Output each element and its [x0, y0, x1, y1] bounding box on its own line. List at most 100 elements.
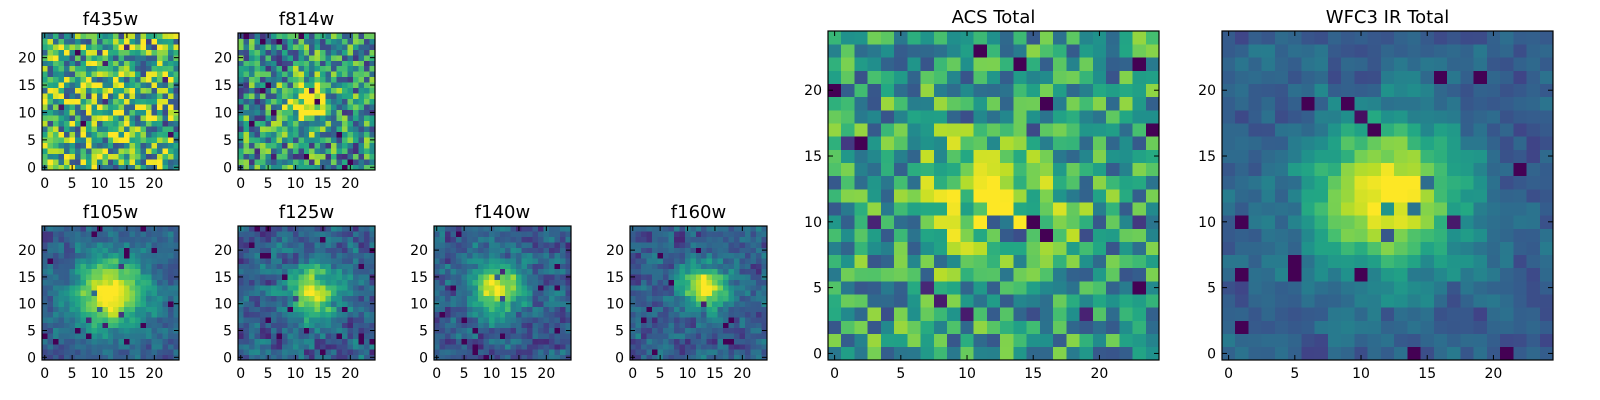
- heatmap-cell: [113, 109, 120, 116]
- heatmap-cell: [63, 263, 70, 270]
- heatmap-cell: [281, 333, 288, 339]
- heatmap-cell: [960, 215, 974, 229]
- heatmap-cell: [1327, 175, 1342, 190]
- heatmap-cell: [168, 159, 174, 165]
- heatmap-cell: [1288, 346, 1302, 361]
- heatmap-cell: [1092, 202, 1107, 216]
- heatmap-cell: [494, 242, 501, 248]
- heatmap-cell: [1092, 320, 1107, 335]
- heatmap-cell: [336, 131, 343, 138]
- heatmap-cell: [483, 252, 490, 259]
- heatmap-cell: [353, 60, 359, 67]
- heatmap-cell: [684, 263, 691, 270]
- heatmap-cell: [635, 295, 642, 302]
- heatmap-cell: [1314, 215, 1329, 229]
- heatmap-cell: [342, 148, 348, 154]
- heatmap-cell: [129, 231, 136, 238]
- heatmap-cell: [364, 131, 370, 138]
- heatmap-cell: [867, 346, 882, 361]
- heatmap-cell: [80, 49, 87, 56]
- heatmap-cell: [336, 38, 343, 45]
- heatmap-cell: [270, 333, 277, 339]
- heatmap-cell: [85, 87, 92, 94]
- heatmap-cell: [756, 306, 762, 313]
- heatmap-cell: [646, 247, 653, 254]
- heatmap-cell: [52, 93, 59, 100]
- heatmap-cell: [662, 311, 669, 318]
- heatmap-cell: [472, 311, 479, 318]
- heatmap-cell: [254, 71, 261, 78]
- heatmap-cell: [706, 354, 713, 361]
- heatmap-cell: [1132, 57, 1147, 71]
- heatmap-cell: [532, 236, 539, 243]
- heatmap-cell: [107, 258, 114, 264]
- heatmap-cell: [287, 93, 294, 100]
- heatmap-cell: [140, 49, 147, 56]
- heatmap-cell: [151, 311, 158, 318]
- heatmap-cell: [303, 236, 310, 243]
- heatmap-cell: [292, 126, 299, 132]
- heatmap-cell: [933, 136, 948, 150]
- heatmap-cell: [69, 131, 76, 138]
- heatmap-cell: [52, 98, 59, 105]
- heatmap-cell: [91, 115, 98, 122]
- heatmap-cell: [254, 104, 261, 111]
- heatmap-cell: [1053, 136, 1067, 150]
- heatmap-cell: [157, 311, 163, 318]
- heatmap-cell: [336, 43, 343, 50]
- heatmap-cell: [135, 49, 141, 56]
- heatmap-cell: [74, 98, 81, 105]
- heatmap-cell: [364, 327, 370, 334]
- heatmap-cell: [146, 327, 152, 334]
- heatmap-cell: [287, 43, 294, 50]
- heatmap-cell: [140, 317, 147, 323]
- heatmap-cell: [168, 126, 174, 132]
- heatmap-cell: [140, 343, 147, 350]
- heatmap-cell: [1222, 241, 1236, 256]
- heatmap-cell: [162, 82, 169, 89]
- heatmap-cell: [146, 338, 152, 345]
- heatmap-cell: [162, 65, 169, 72]
- heatmap-cell: [532, 252, 539, 259]
- heatmap-cell: [129, 60, 136, 67]
- heatmap-cell: [124, 148, 131, 154]
- heatmap-cell: [630, 349, 636, 355]
- heatmap-cell: [173, 290, 180, 297]
- heatmap-cell: [259, 142, 266, 149]
- heatmap-cell: [347, 93, 354, 100]
- heatmap-cell: [47, 115, 54, 122]
- heatmap-cell: [695, 226, 702, 232]
- heatmap-cell: [684, 295, 691, 302]
- heatmap-cell: [146, 82, 152, 89]
- heatmap-cell: [140, 290, 147, 297]
- heatmap-cell: [560, 284, 566, 291]
- heatmap-cell: [1274, 175, 1289, 190]
- heatmap-cell: [635, 301, 642, 307]
- heatmap-cell: [549, 343, 555, 350]
- heatmap-cell: [85, 142, 92, 149]
- heatmap-cell: [168, 258, 174, 264]
- heatmap-cell: [1486, 320, 1501, 335]
- heatmap-cell: [325, 236, 332, 243]
- heatmap-cell: [270, 49, 277, 56]
- heatmap-cell: [455, 327, 462, 334]
- heatmap-cell: [270, 290, 277, 297]
- heatmap-cell: [1013, 202, 1027, 216]
- heatmap-cell: [80, 109, 87, 116]
- heatmap-cell: [270, 93, 277, 100]
- heatmap-cell: [1526, 320, 1541, 335]
- heatmap-cell: [276, 137, 283, 143]
- heatmap-cell: [276, 54, 283, 61]
- heatmap-cell: [695, 268, 702, 275]
- heatmap-cell: [1092, 281, 1107, 295]
- heatmap-cell: [102, 65, 109, 72]
- heatmap-cell: [113, 263, 120, 270]
- heatmap-cell: [1301, 307, 1316, 321]
- heatmap-cell: [554, 301, 561, 307]
- heatmap-cell: [168, 93, 174, 100]
- heatmap-cell: [695, 231, 702, 238]
- heatmap-cell: [91, 33, 98, 39]
- heatmap-cell: [96, 231, 103, 238]
- heatmap-cell: [102, 93, 109, 100]
- heatmap-cell: [353, 247, 359, 254]
